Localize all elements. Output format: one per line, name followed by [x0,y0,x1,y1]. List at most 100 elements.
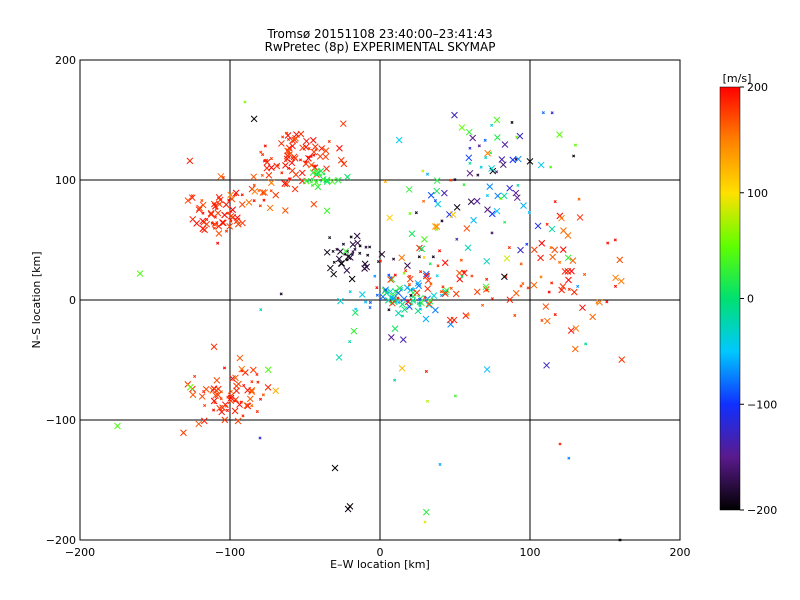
data-point [512,289,520,297]
data-point [466,169,474,177]
data-point [342,247,349,255]
data-point [558,260,562,264]
data-point [263,158,271,166]
x-axis-label: E–W location [km] [330,558,430,571]
data-point [344,253,352,261]
data-point [252,183,256,187]
data-point [449,178,453,182]
data-point [205,217,209,222]
data-point [221,211,228,219]
data-point [435,274,439,278]
data-point [567,287,571,291]
data-points [114,100,626,542]
data-point [278,140,285,147]
data-point [221,416,229,424]
colorbar-gradient [719,86,741,511]
data-point [408,230,416,238]
data-point [213,215,217,219]
data-point [240,193,244,197]
data-point [261,393,265,397]
data-point [468,146,472,150]
data-point [567,456,571,460]
data-point [349,235,353,239]
data-point [231,407,239,415]
colorbar-tick-label: 0 [747,293,754,306]
data-point [499,161,507,169]
data-point [229,206,237,214]
data-point [438,462,442,466]
data-point [399,336,407,343]
data-point [337,156,345,164]
data-point [331,249,335,253]
data-point [203,220,211,228]
data-point [285,131,289,135]
data-point [264,384,272,391]
data-point [468,161,472,165]
data-point [571,345,579,353]
data-point [451,111,458,119]
data-point [516,183,520,187]
data-point [396,296,400,300]
data-point [589,313,596,321]
data-point [212,408,216,412]
data-point [196,204,203,212]
data-point [561,268,569,275]
x-ticks: −200 −100 0 100 200 [65,60,691,559]
data-point [323,165,330,173]
data-point [310,148,318,156]
data-point [515,135,519,139]
data-point [534,222,542,230]
data-point [201,226,208,234]
data-point [309,136,317,144]
data-point [358,251,362,255]
colorbar: [m/s] 200 100 0 −100 −200 [719,72,777,517]
data-point [398,254,406,262]
data-point [195,420,203,428]
data-point [302,160,310,168]
data-point [286,151,293,158]
data-point [399,287,404,291]
data-point [510,120,514,124]
data-point [613,284,618,288]
data-point [310,200,318,208]
data-point [494,134,501,141]
data-point [258,397,263,401]
data-point [564,268,572,275]
data-point [401,306,408,313]
data-point [512,189,520,197]
x-tick-label: 200 [670,546,691,559]
data-point [398,300,406,308]
data-point [268,179,275,187]
data-point [188,194,196,202]
gridlines [80,60,680,540]
data-point [330,270,338,278]
data-point [564,254,572,262]
data-point [312,153,316,157]
data-point [281,180,289,187]
data-point [458,124,466,131]
data-point [217,173,225,180]
data-point [462,312,470,319]
data-point [415,282,423,290]
data-point [258,436,262,440]
data-point [422,199,426,203]
data-point [245,199,253,206]
data-point [438,249,442,253]
data-point [559,246,567,253]
data-point [542,303,550,310]
data-point [543,317,551,325]
data-point [387,276,394,283]
data-point [479,165,483,169]
data-point [483,366,491,373]
data-point [214,207,218,211]
data-point [485,194,489,198]
data-point [288,159,296,167]
data-point [612,274,619,282]
data-point [605,300,609,304]
data-point [241,414,245,418]
data-point [490,297,494,301]
data-point [290,156,295,161]
data-point [433,187,441,195]
data-point [255,372,259,377]
data-point [219,404,226,412]
